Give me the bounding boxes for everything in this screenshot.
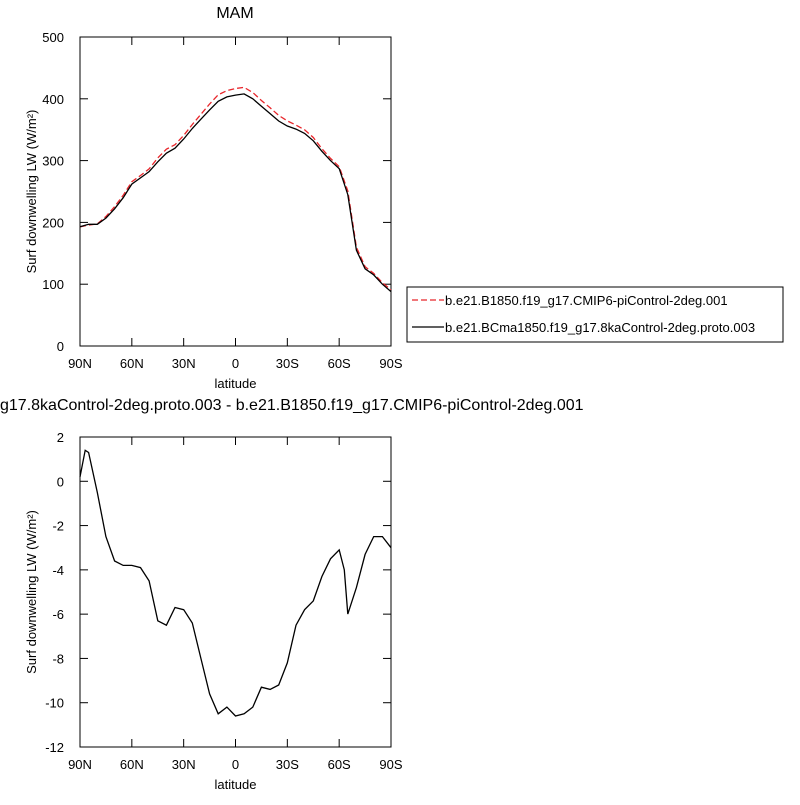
y-axis-label: Surf downwelling LW (W/m²) (24, 110, 39, 274)
y-tick-label: 100 (42, 277, 64, 292)
chart-title: MAM (216, 5, 253, 22)
data-line (79, 86, 392, 291)
x-tick-label: 30N (172, 757, 196, 772)
y-tick-label: -12 (45, 740, 64, 755)
x-axis-label: latitude (215, 777, 257, 792)
y-tick-label: -2 (52, 519, 64, 534)
y-tick-label: -10 (45, 696, 64, 711)
plot-frame (79, 436, 392, 748)
x-tick-label: 90S (379, 356, 402, 371)
x-tick-label: 0 (232, 356, 239, 371)
data-line (79, 449, 392, 717)
y-axis-label: Surf downwelling LW (W/m²) (24, 510, 39, 674)
chart-title: g17.8kaControl-2deg.proto.003 - b.e21.B1… (0, 397, 584, 414)
x-tick-label: 60S (328, 757, 351, 772)
y-tick-label: -4 (52, 563, 64, 578)
y-tick-label: 2 (57, 430, 64, 445)
y-tick-label: 500 (42, 30, 64, 45)
x-tick-label: 90S (379, 757, 402, 772)
x-tick-label: 0 (232, 757, 239, 772)
x-tick-label: 60S (328, 356, 351, 371)
legend-label: b.e21.BCma1850.f19_g17.8kaControl-2deg.p… (445, 320, 755, 335)
y-tick-label: 200 (42, 215, 64, 230)
x-axis-label: latitude (215, 376, 257, 391)
y-tick-label: -6 (52, 607, 64, 622)
x-tick-label: 90N (68, 757, 92, 772)
legend-box (406, 286, 784, 343)
y-tick-label: -8 (52, 651, 64, 666)
x-tick-label: 30S (276, 356, 299, 371)
x-tick-label: 60N (120, 356, 144, 371)
legend-label: b.e21.B1850.f19_g17.CMIP6-piControl-2deg… (445, 293, 728, 308)
data-line (79, 93, 392, 293)
x-tick-label: 30N (172, 356, 196, 371)
x-tick-label: 60N (120, 757, 144, 772)
y-tick-label: 300 (42, 154, 64, 169)
x-tick-label: 90N (68, 356, 92, 371)
y-tick-label: 0 (57, 339, 64, 354)
y-tick-label: 400 (42, 92, 64, 107)
x-tick-label: 30S (276, 757, 299, 772)
y-tick-label: 0 (57, 474, 64, 489)
